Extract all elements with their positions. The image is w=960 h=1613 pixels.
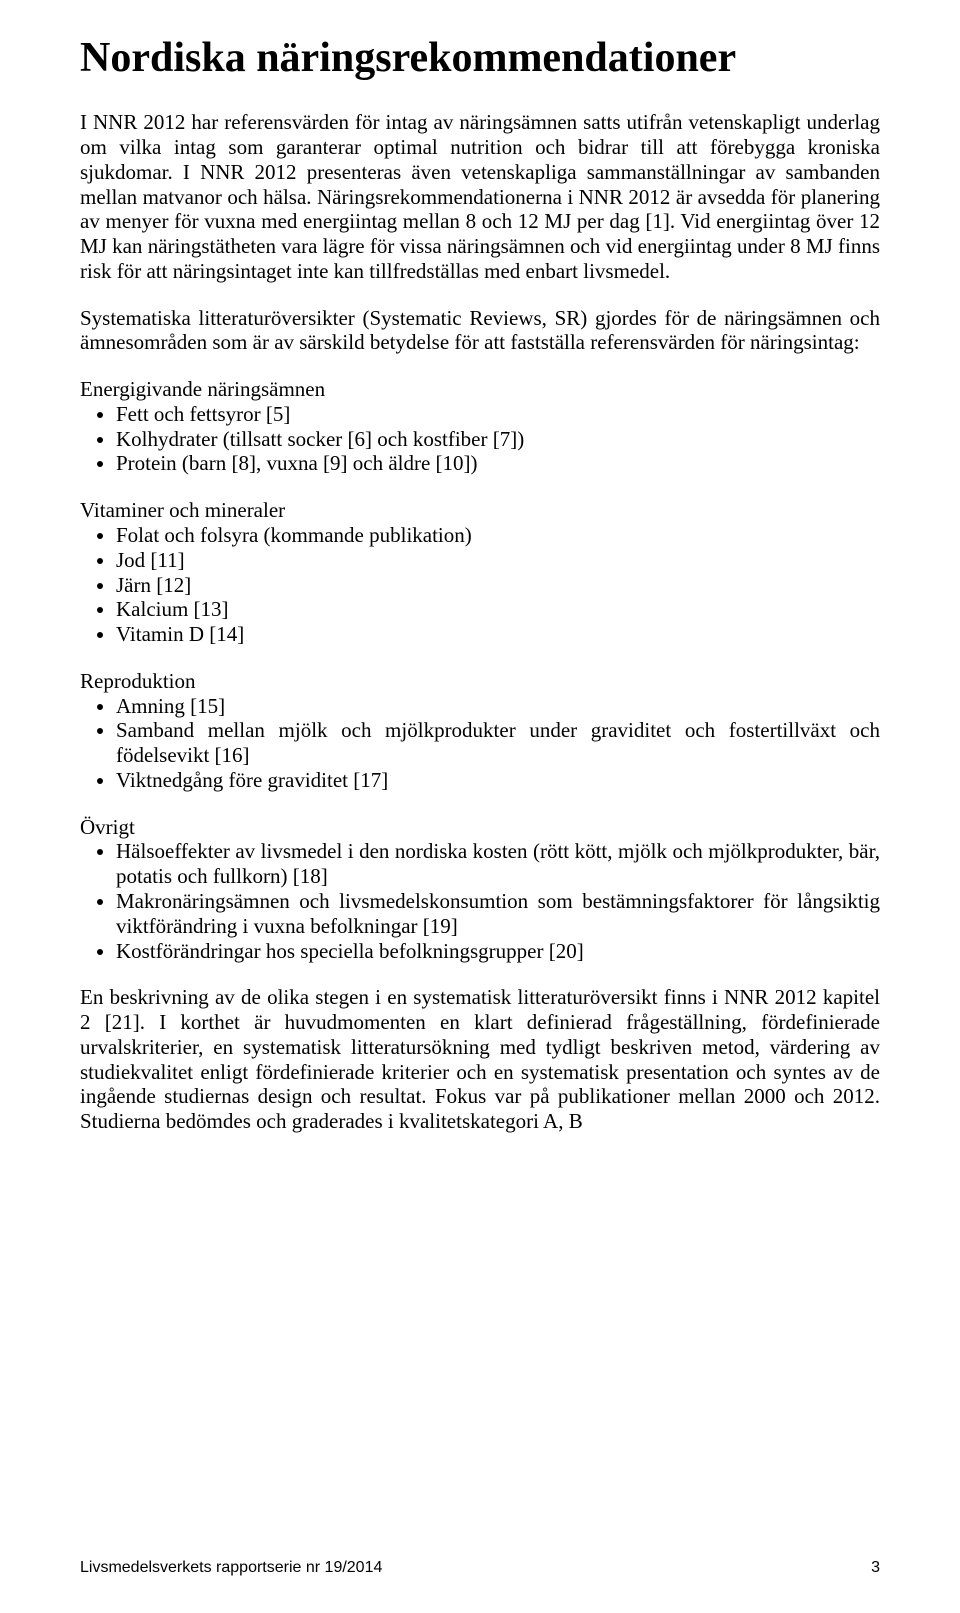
footer-page-number: 3 (871, 1559, 880, 1577)
list-item: Fett och fettsyror [5] (116, 402, 880, 427)
list-item: Samband mellan mjölk och mjölkprodukter … (116, 718, 880, 768)
section-heading-energigivande: Energigivande näringsämnen (80, 377, 880, 402)
paragraph-1: I NNR 2012 har referensvärden för intag … (80, 110, 880, 283)
list-item: Folat och folsyra (kommande publikation) (116, 523, 880, 548)
list-item: Järn [12] (116, 573, 880, 598)
page-title: Nordiska näringsrekommendationer (80, 34, 880, 82)
list-item: Hälsoeffekter av livsmedel i den nordisk… (116, 839, 880, 889)
document-page: Nordiska näringsrekommendationer I NNR 2… (0, 0, 960, 1613)
list-item: Vitamin D [14] (116, 622, 880, 647)
list-item: Jod [11] (116, 548, 880, 573)
list-ovrigt: Hälsoeffekter av livsmedel i den nordisk… (80, 839, 880, 963)
list-energigivande: Fett och fettsyror [5] Kolhydrater (till… (80, 402, 880, 476)
section-heading-vitaminer: Vitaminer och mineraler (80, 498, 880, 523)
list-item: Kostförändringar hos speciella befolknin… (116, 939, 880, 964)
list-item: Viktnedgång före graviditet [17] (116, 768, 880, 793)
section-heading-ovrigt: Övrigt (80, 815, 880, 840)
list-item: Kalcium [13] (116, 597, 880, 622)
page-footer: Livsmedelsverkets rapportserie nr 19/201… (80, 1559, 880, 1577)
section-heading-reproduktion: Reproduktion (80, 669, 880, 694)
list-item: Makronäringsämnen och livsmedelskonsumti… (116, 889, 880, 939)
list-vitaminer: Folat och folsyra (kommande publikation)… (80, 523, 880, 647)
paragraph-2: Systematiska litteraturöversikter (Syste… (80, 306, 880, 356)
list-reproduktion: Amning [15] Samband mellan mjölk och mjö… (80, 694, 880, 793)
list-item: Kolhydrater (tillsatt socker [6] och kos… (116, 427, 880, 452)
paragraph-3: En beskrivning av de olika stegen i en s… (80, 985, 880, 1134)
list-item: Amning [15] (116, 694, 880, 719)
footer-series: Livsmedelsverkets rapportserie nr 19/201… (80, 1559, 382, 1577)
list-item: Protein (barn [8], vuxna [9] och äldre [… (116, 451, 880, 476)
